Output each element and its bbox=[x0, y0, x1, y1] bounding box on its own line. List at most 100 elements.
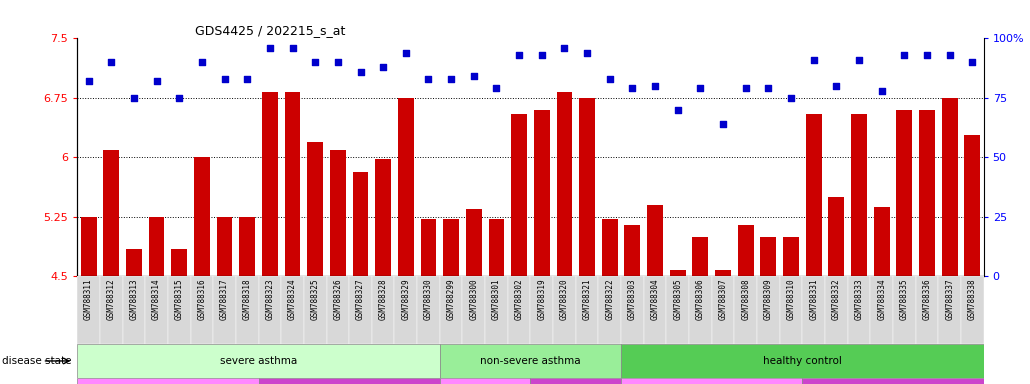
Bar bbox=[394, 276, 417, 344]
Point bbox=[647, 83, 663, 89]
Point bbox=[375, 64, 391, 70]
Text: GSM788308: GSM788308 bbox=[742, 278, 750, 320]
Bar bbox=[780, 276, 802, 344]
Bar bbox=[508, 276, 530, 344]
Bar bbox=[462, 276, 485, 344]
Bar bbox=[327, 276, 349, 344]
Bar bbox=[621, 344, 984, 378]
Bar bbox=[666, 276, 689, 344]
Bar bbox=[873, 207, 890, 276]
Text: GSM788309: GSM788309 bbox=[764, 278, 772, 320]
Point bbox=[715, 121, 731, 127]
Text: GSM788302: GSM788302 bbox=[515, 278, 523, 320]
Text: GSM788316: GSM788316 bbox=[198, 278, 206, 320]
Point bbox=[602, 76, 618, 82]
Text: GSM788313: GSM788313 bbox=[130, 278, 138, 320]
Text: GSM788312: GSM788312 bbox=[107, 278, 115, 320]
Text: healthy control: healthy control bbox=[763, 356, 842, 366]
Point bbox=[420, 76, 437, 82]
Bar bbox=[239, 217, 255, 276]
Text: GSM788327: GSM788327 bbox=[356, 278, 365, 320]
Text: GSM788301: GSM788301 bbox=[492, 278, 501, 320]
Bar bbox=[624, 225, 641, 276]
Bar bbox=[440, 378, 530, 384]
Text: GSM788328: GSM788328 bbox=[379, 278, 387, 320]
Text: GSM788326: GSM788326 bbox=[334, 278, 342, 320]
Bar bbox=[851, 114, 867, 276]
Bar bbox=[692, 237, 709, 276]
Bar bbox=[330, 149, 346, 276]
Text: non-severe asthma: non-severe asthma bbox=[480, 356, 581, 366]
Bar bbox=[103, 149, 119, 276]
Text: GSM788305: GSM788305 bbox=[674, 278, 682, 320]
Point bbox=[80, 78, 97, 84]
Bar bbox=[440, 344, 621, 378]
Text: GSM788299: GSM788299 bbox=[447, 278, 455, 320]
Bar bbox=[349, 276, 372, 344]
Point bbox=[194, 59, 210, 65]
Bar bbox=[848, 276, 870, 344]
Bar bbox=[191, 276, 213, 344]
Bar bbox=[148, 217, 165, 276]
Bar bbox=[647, 205, 663, 276]
Bar bbox=[602, 219, 618, 276]
Bar bbox=[194, 157, 210, 276]
Point bbox=[352, 69, 369, 75]
Bar bbox=[802, 276, 825, 344]
Bar bbox=[530, 378, 621, 384]
Point bbox=[851, 57, 867, 63]
Text: disease state: disease state bbox=[2, 356, 71, 366]
Point bbox=[262, 45, 278, 51]
Point bbox=[330, 59, 346, 65]
Bar bbox=[171, 249, 187, 276]
Point bbox=[692, 85, 709, 91]
Point bbox=[488, 85, 505, 91]
Point bbox=[239, 76, 255, 82]
Text: GSM788307: GSM788307 bbox=[719, 278, 727, 320]
Bar bbox=[757, 276, 780, 344]
Point bbox=[534, 52, 550, 58]
Point bbox=[443, 76, 459, 82]
Bar bbox=[511, 114, 527, 276]
Bar bbox=[123, 276, 145, 344]
Text: GDS4425 / 202215_s_at: GDS4425 / 202215_s_at bbox=[195, 24, 345, 37]
Bar bbox=[941, 98, 958, 276]
Point bbox=[398, 50, 414, 56]
Bar bbox=[216, 217, 233, 276]
Point bbox=[579, 50, 595, 56]
Bar bbox=[126, 249, 142, 276]
Point bbox=[284, 45, 301, 51]
Point bbox=[896, 52, 913, 58]
Bar bbox=[644, 276, 666, 344]
Text: GSM788321: GSM788321 bbox=[583, 278, 591, 320]
Point bbox=[624, 85, 641, 91]
Bar bbox=[802, 378, 984, 384]
Bar bbox=[938, 276, 961, 344]
Bar bbox=[168, 276, 191, 344]
Point bbox=[828, 83, 845, 89]
Bar bbox=[598, 276, 621, 344]
Text: GSM788332: GSM788332 bbox=[832, 278, 840, 320]
Bar bbox=[281, 276, 304, 344]
Text: GSM788319: GSM788319 bbox=[538, 278, 546, 320]
Bar bbox=[870, 276, 893, 344]
Bar bbox=[77, 378, 259, 384]
Bar bbox=[621, 276, 644, 344]
Bar bbox=[443, 219, 459, 276]
Bar bbox=[440, 276, 462, 344]
Bar bbox=[213, 276, 236, 344]
Text: GSM788311: GSM788311 bbox=[84, 278, 93, 320]
Bar bbox=[783, 237, 799, 276]
Text: GSM788315: GSM788315 bbox=[175, 278, 183, 320]
Point bbox=[466, 73, 482, 79]
Bar bbox=[77, 344, 440, 378]
Bar bbox=[919, 110, 935, 276]
Bar bbox=[916, 276, 938, 344]
Bar bbox=[534, 110, 550, 276]
Point bbox=[171, 95, 187, 101]
Text: severe asthma: severe asthma bbox=[219, 356, 297, 366]
Text: GSM788325: GSM788325 bbox=[311, 278, 319, 320]
Point bbox=[148, 78, 165, 84]
Bar bbox=[304, 276, 327, 344]
Point bbox=[873, 88, 890, 94]
